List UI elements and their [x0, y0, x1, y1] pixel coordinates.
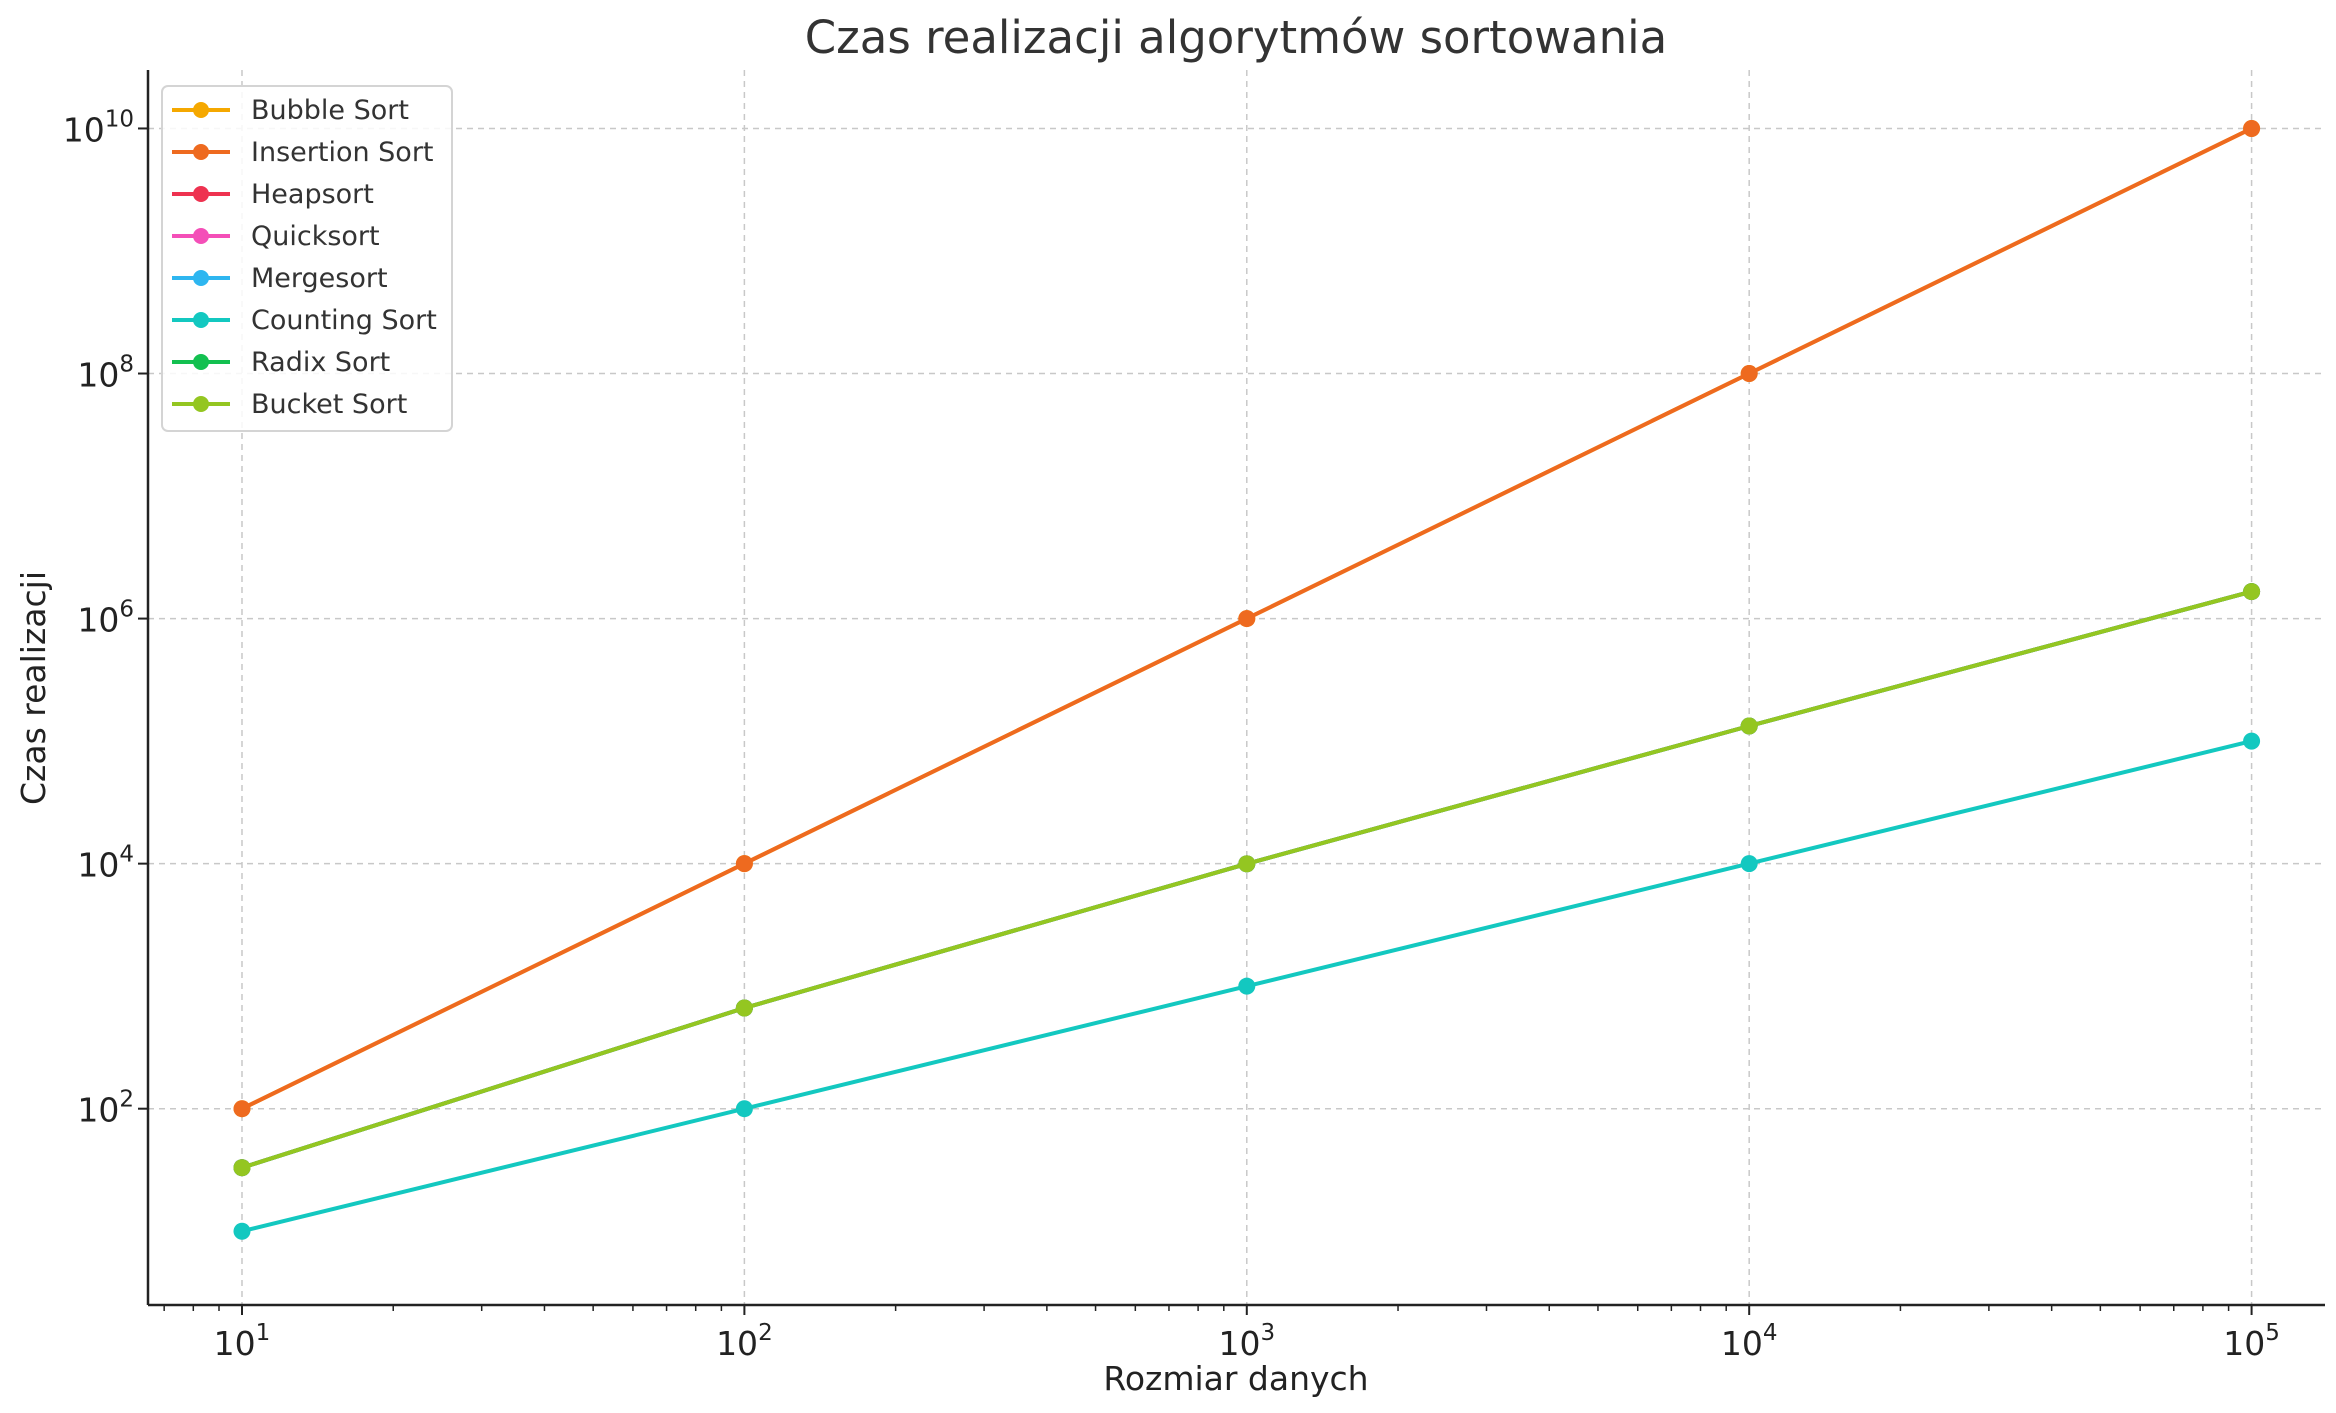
- x-tick-base: 10: [2223, 1324, 2265, 1363]
- legend-item: Bucket Sort: [172, 389, 407, 420]
- x-tick-exponent: 3: [1260, 1320, 1275, 1346]
- data-point: [233, 1159, 251, 1177]
- y-tick-base: 10: [77, 601, 119, 640]
- series-insertion-sort: [233, 119, 2261, 1118]
- y-tick-label: 102: [77, 1087, 134, 1130]
- legend-swatch-marker: [193, 396, 209, 412]
- legend-swatch-marker: [193, 354, 209, 370]
- y-tick-base: 10: [77, 846, 119, 885]
- data-point: [1740, 855, 1758, 873]
- x-tick-exponent: 1: [256, 1320, 271, 1346]
- legend: Bubble Sort Insertion Sort Heapsort Quickso…: [161, 85, 453, 432]
- y-axis-label: Czas realizacji: [14, 571, 53, 805]
- legend-item: Counting Sort: [172, 305, 437, 336]
- x-tick-base: 10: [716, 1324, 758, 1363]
- data-point: [233, 1222, 251, 1240]
- legend-item: Radix Sort: [172, 347, 390, 378]
- data-point: [735, 855, 753, 873]
- x-tick-exponent: 4: [1763, 1320, 1778, 1346]
- x-tick-base: 10: [1218, 1324, 1260, 1363]
- legend-swatch-marker: [193, 228, 209, 244]
- legend-item: Quicksort: [172, 221, 380, 252]
- legend-label: Insertion Sort: [251, 137, 434, 168]
- data-point: [1238, 977, 1256, 995]
- legend-item: Insertion Sort: [172, 137, 434, 168]
- y-tick-label: 108: [77, 352, 134, 395]
- legend-label: Quicksort: [251, 221, 380, 252]
- y-tick-exponent: 8: [119, 352, 134, 378]
- legend-swatch-marker: [193, 270, 209, 286]
- data-point: [1740, 717, 1758, 735]
- legend-label: Mergesort: [251, 263, 388, 294]
- data-point: [233, 1100, 251, 1118]
- legend-label: Counting Sort: [251, 305, 437, 336]
- x-tick-label: 102: [716, 1320, 773, 1363]
- y-tick-exponent: 2: [119, 1087, 134, 1113]
- x-tick-base: 10: [214, 1324, 256, 1363]
- y-tick-exponent: 4: [119, 842, 134, 868]
- y-tick-base: 10: [77, 1091, 119, 1130]
- y-tick-label: 1010: [63, 106, 134, 149]
- y-tick-exponent: 6: [119, 597, 134, 623]
- y-tick-label: 104: [77, 842, 134, 885]
- legend-label: Bucket Sort: [251, 389, 407, 420]
- y-tick-exponent: 10: [105, 106, 134, 132]
- series-counting-sort: [233, 732, 2261, 1240]
- legend-swatch-marker: [193, 186, 209, 202]
- y-tick-base: 10: [77, 356, 119, 395]
- data-point: [2243, 119, 2261, 137]
- x-tick-label: 101: [214, 1320, 271, 1363]
- legend-label: Bubble Sort: [251, 95, 409, 126]
- data-point: [735, 999, 753, 1017]
- x-tick-label: 104: [1721, 1320, 1778, 1363]
- legend-item: Bubble Sort: [172, 95, 409, 126]
- y-tick-label: 106: [77, 597, 134, 640]
- legend-swatch-marker: [193, 312, 209, 328]
- data-point: [735, 1100, 753, 1118]
- grid-lines: [148, 70, 2325, 1305]
- chart-title: Czas realizacji algorytmów sortowania: [805, 11, 1667, 64]
- legend-item: Heapsort: [172, 179, 374, 210]
- data-point: [1238, 855, 1256, 873]
- axes: [146, 70, 2325, 1307]
- data-point: [2243, 732, 2261, 750]
- data-point: [1740, 365, 1758, 383]
- x-tick-base: 10: [1721, 1324, 1763, 1363]
- series-bucket-sort: [233, 583, 2261, 1177]
- data-point: [2243, 583, 2261, 601]
- legend-label: Heapsort: [251, 179, 374, 210]
- legend-label: Radix Sort: [251, 347, 390, 378]
- legend-item: Mergesort: [172, 263, 388, 294]
- x-axis-label: Rozmiar danych: [1103, 1359, 1368, 1398]
- y-tick-base: 10: [63, 110, 105, 149]
- x-tick-label: 105: [2223, 1320, 2280, 1363]
- data-point: [1238, 610, 1256, 628]
- x-tick-exponent: 2: [758, 1320, 773, 1346]
- x-tick-exponent: 5: [2265, 1320, 2280, 1346]
- legend-swatch-marker: [193, 102, 209, 118]
- x-tick-label: 103: [1218, 1320, 1275, 1363]
- legend-box: [161, 85, 453, 432]
- legend-swatch-marker: [193, 144, 209, 160]
- series-layer: [233, 119, 2261, 1240]
